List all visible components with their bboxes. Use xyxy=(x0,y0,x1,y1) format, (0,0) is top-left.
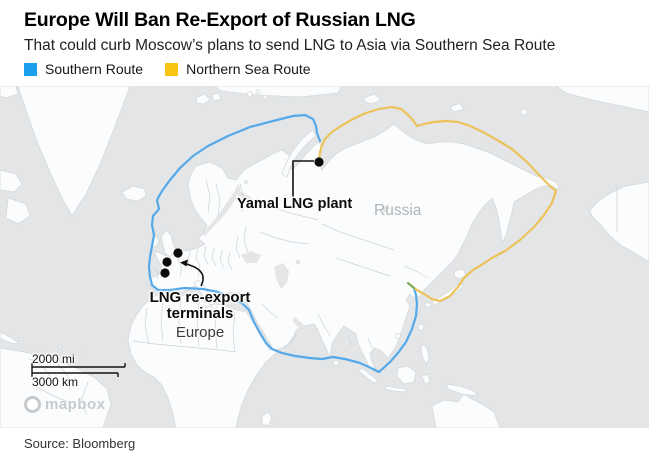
terminals-label: LNG re-export terminals xyxy=(141,290,259,322)
scale-miles-label: 2000 mi xyxy=(32,352,75,366)
legend-item-southern-route: Southern Route xyxy=(24,61,143,77)
route-endpoint-segment xyxy=(406,281,416,290)
terminals-label-line2: terminals xyxy=(166,305,234,322)
route-southern xyxy=(147,113,419,374)
source-note: Source: Bloomberg xyxy=(24,436,136,451)
world-map[interactable]: Yamal LNG plant Russia LNG re-export ter… xyxy=(0,86,649,428)
europe-label: Europe xyxy=(175,324,225,341)
terminals-label-line1: LNG re-export xyxy=(149,289,251,306)
legend: Southern Route Northern Sea Route xyxy=(24,61,311,77)
landmasses xyxy=(0,86,649,428)
legend-label: Southern Route xyxy=(45,61,144,77)
mapbox-attribution[interactable]: mapbox xyxy=(24,396,106,413)
legend-label: Northern Sea Route xyxy=(186,61,311,77)
map-canvas xyxy=(0,86,649,428)
yamal-plant-label: Yamal LNG plant xyxy=(237,196,353,212)
yamal-callout-line xyxy=(292,160,314,197)
markers xyxy=(160,157,324,278)
terminal-marker xyxy=(162,257,172,267)
northern-sea-route-swatch xyxy=(165,62,179,76)
legend-item-northern-sea-route: Northern Sea Route xyxy=(165,61,311,77)
terminal-marker xyxy=(173,248,183,258)
southern-route-swatch xyxy=(24,62,37,76)
mapbox-logo-icon xyxy=(24,396,41,413)
page-title: Europe Will Ban Re-Export of Russian LNG xyxy=(24,9,416,31)
route-northern-sea xyxy=(317,105,558,303)
page-subtitle: That could curb Moscow’s plans to send L… xyxy=(24,37,556,54)
yamal-plant-marker xyxy=(314,157,324,167)
scale-bar xyxy=(31,363,126,377)
terminals-arrowhead xyxy=(180,259,188,267)
mapbox-wordmark: mapbox xyxy=(45,396,106,413)
terminals-arrow xyxy=(185,263,204,287)
country-borders xyxy=(27,179,618,415)
terminal-marker xyxy=(160,268,170,278)
russia-label: Russia xyxy=(374,202,422,219)
scale-km-label: 3000 km xyxy=(32,375,79,389)
